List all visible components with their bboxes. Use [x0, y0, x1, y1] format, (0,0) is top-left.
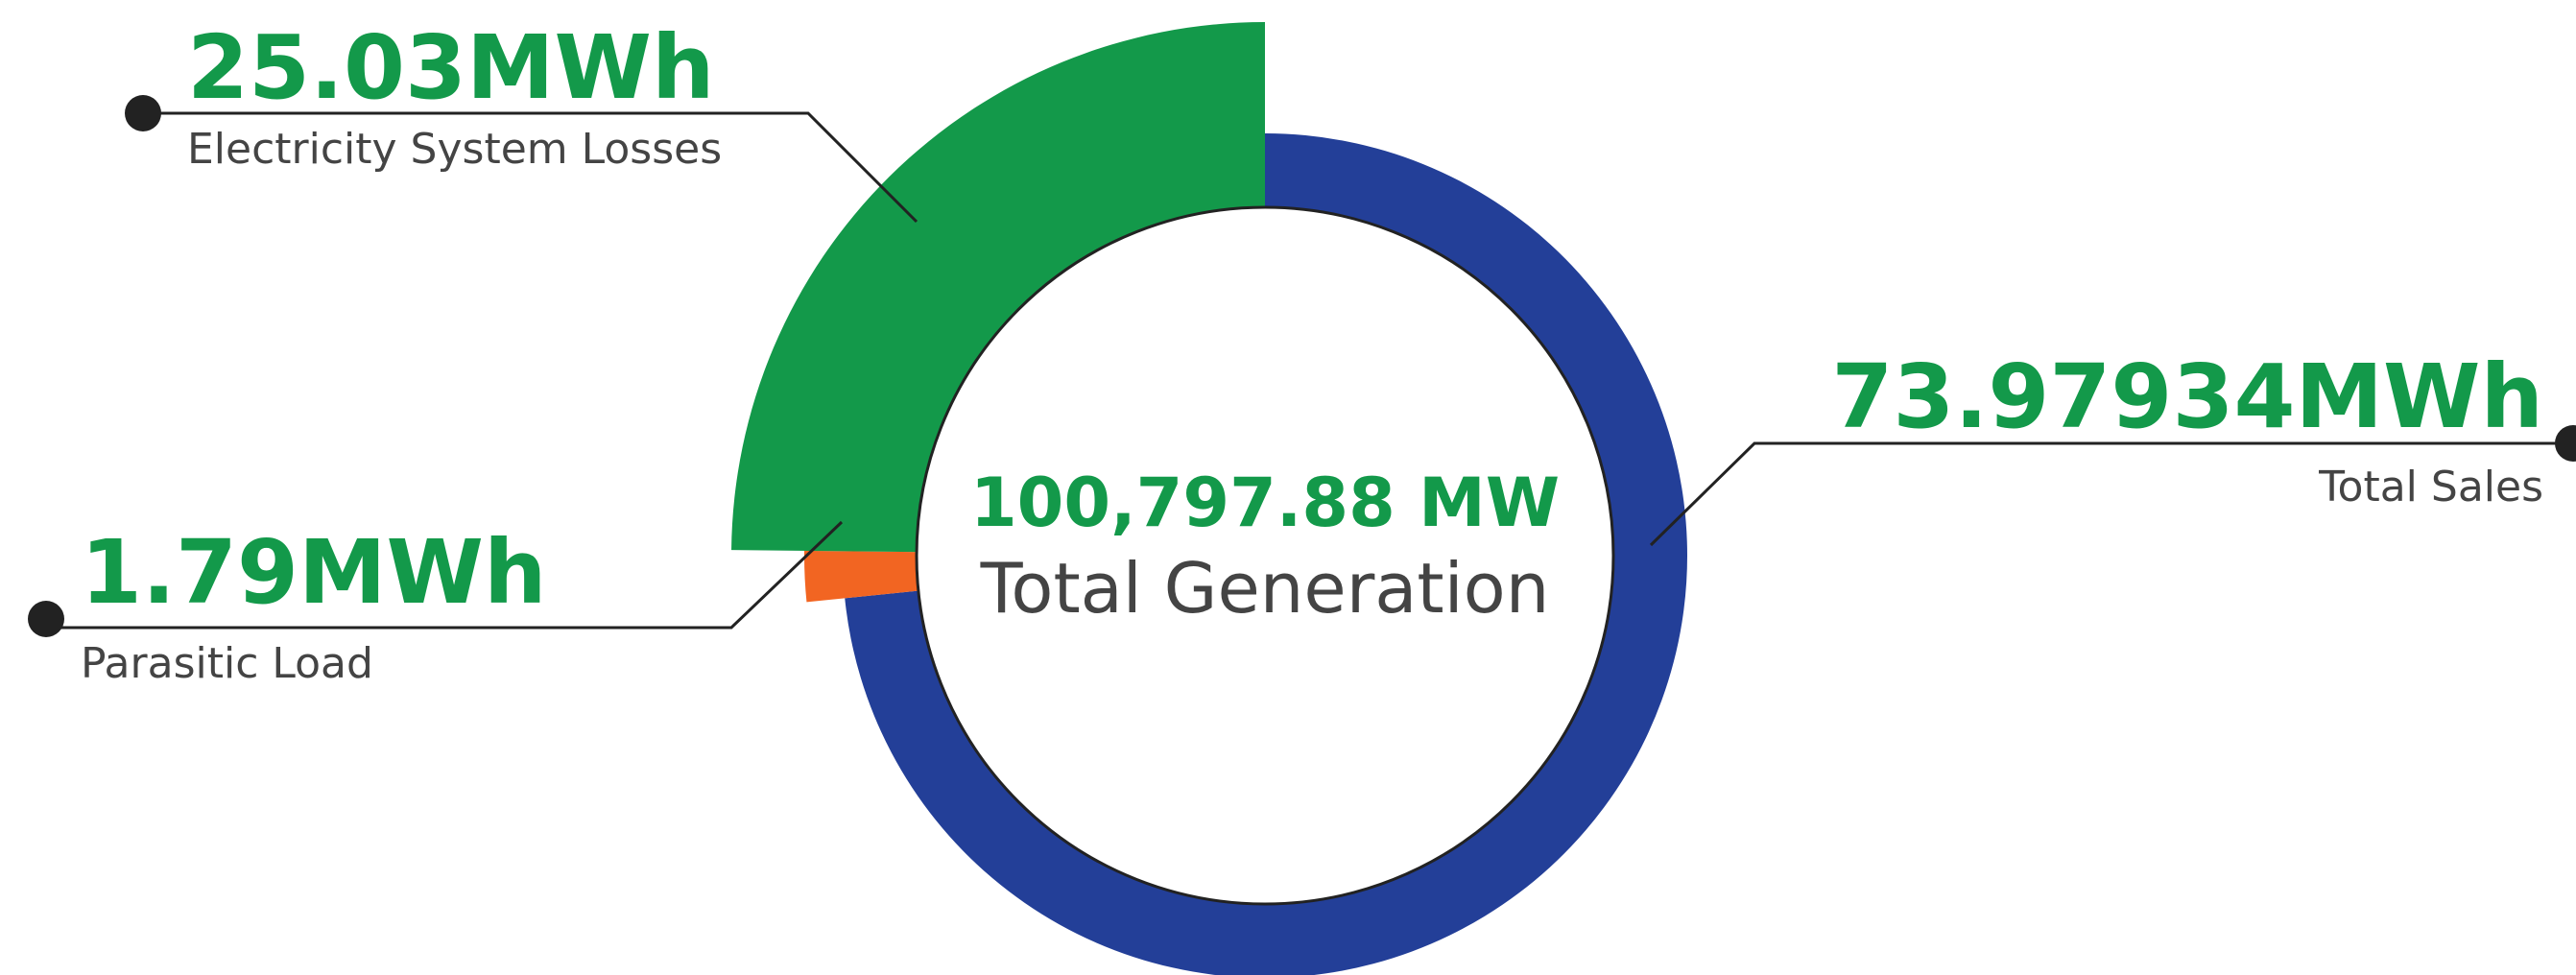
leader-line: [143, 111, 918, 224]
category-label: Electricity System Losses: [187, 125, 722, 174]
leader-dot: [28, 601, 64, 637]
value-label: 73.97934MWh: [1831, 345, 2543, 448]
value-label: 1.79MWh: [81, 521, 547, 624]
leader-line: [1649, 441, 2573, 547]
leader-dot: [2555, 425, 2576, 462]
donut-segment: [804, 550, 950, 603]
category-label: Total Sales: [2318, 463, 2543, 511]
leader-dot: [125, 95, 161, 131]
donut: [731, 22, 1687, 975]
leader-line: [46, 520, 844, 630]
donut-hole: [915, 205, 1615, 906]
center-value: 100,797.88 MW: [970, 464, 1560, 542]
category-label: Parasitic Load: [81, 639, 373, 688]
value-label: 25.03MWh: [187, 16, 715, 119]
center-label: Total Generation: [980, 548, 1550, 629]
donut-segment: [731, 22, 1265, 553]
